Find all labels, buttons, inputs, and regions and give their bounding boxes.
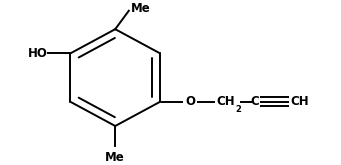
Text: CH: CH	[291, 95, 309, 108]
Text: O: O	[186, 95, 196, 108]
Text: HO: HO	[27, 47, 47, 60]
Text: Me: Me	[105, 151, 125, 164]
Text: C: C	[251, 95, 260, 108]
Text: CH: CH	[216, 95, 235, 108]
Text: Me: Me	[131, 2, 150, 15]
Text: 2: 2	[236, 105, 242, 114]
